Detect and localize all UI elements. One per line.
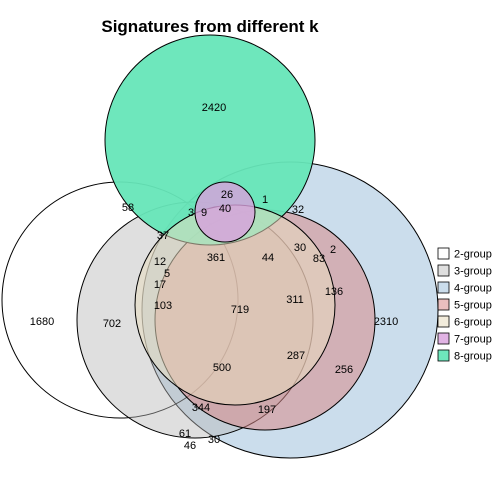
legend-swatch <box>438 299 449 310</box>
region-count: 30 <box>294 242 306 254</box>
legend-swatch <box>438 248 449 259</box>
region-count: 3 <box>188 207 194 219</box>
region-count: 9 <box>201 207 207 219</box>
legend-swatch <box>438 282 449 293</box>
region-count: 37 <box>157 230 169 242</box>
region-count: 30 <box>208 434 220 446</box>
region-count: 1680 <box>30 316 54 328</box>
region-count: 2 <box>330 244 336 256</box>
legend-swatch <box>438 350 449 361</box>
region-count: 287 <box>287 350 305 362</box>
chart-title: Signatures from different k <box>101 17 319 36</box>
region-count: 256 <box>335 364 353 376</box>
venn-diagram: Signatures from different k 2420 58 37 26 40 1… <box>0 0 504 504</box>
region-count: 46 <box>184 440 196 452</box>
region-count: 2310 <box>374 316 398 328</box>
region-count: 500 <box>213 362 231 374</box>
region-count: 344 <box>192 402 210 414</box>
region-count: 58 <box>122 202 134 214</box>
legend-label: 3-group <box>454 265 492 277</box>
legend-label: 2-group <box>454 248 492 260</box>
legend-swatch <box>438 333 449 344</box>
region-count: 103 <box>154 300 172 312</box>
region-count: 197 <box>258 404 276 416</box>
legend-label: 6-group <box>454 316 492 328</box>
region-count: 61 <box>179 428 191 440</box>
region-count: 1 <box>262 194 268 206</box>
region-count: 719 <box>231 304 249 316</box>
region-count: 12 <box>154 256 166 268</box>
region-count: 26 <box>221 189 233 201</box>
legend-swatch <box>438 265 449 276</box>
region-count: 2420 <box>202 102 226 114</box>
region-count: 5 <box>164 268 170 280</box>
region-count: 40 <box>219 203 231 215</box>
legend-label: 8-group <box>454 350 492 362</box>
region-count: 136 <box>325 286 343 298</box>
region-count: 361 <box>207 252 225 264</box>
legend-swatch <box>438 316 449 327</box>
region-count: 17 <box>154 279 166 291</box>
legend-label: 4-group <box>454 282 492 294</box>
region-count: 311 <box>286 294 304 306</box>
region-count: 32 <box>292 204 304 216</box>
legend-label: 5-group <box>454 299 492 311</box>
region-count: 83 <box>313 253 325 265</box>
legend-label: 7-group <box>454 333 492 345</box>
region-count: 44 <box>262 252 274 264</box>
region-count: 702 <box>103 318 121 330</box>
